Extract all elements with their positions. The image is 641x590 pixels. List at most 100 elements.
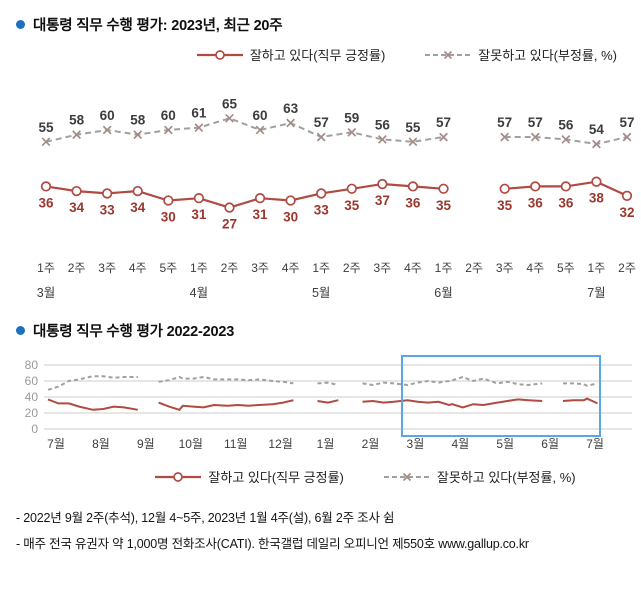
svg-text:2주: 2주 xyxy=(618,261,636,275)
svg-text:57: 57 xyxy=(436,115,451,130)
svg-text:57: 57 xyxy=(314,115,329,130)
svg-text:5월: 5월 xyxy=(312,286,330,300)
footnote-survey-breaks: - 2022년 9월 2주(추석), 12월 4~5주, 2023년 1월 4주… xyxy=(16,511,395,525)
svg-text:36: 36 xyxy=(38,195,54,210)
svg-text:5주: 5주 xyxy=(159,261,177,275)
svg-text:35: 35 xyxy=(344,198,360,213)
svg-text:1주: 1주 xyxy=(588,261,606,275)
yearly-trend-section: 대통령 직무 수행 평가 2022-2023 0 20 40 60 80 7월 8월 9월 10… xyxy=(0,320,641,486)
svg-text:57: 57 xyxy=(528,115,543,130)
chart2-title-row: 대통령 직무 수행 평가 2022-2023 xyxy=(0,320,641,341)
svg-text:56: 56 xyxy=(558,117,574,132)
legend-item-negative: 잘못하고 있다(부정률, %) xyxy=(383,467,576,486)
legend-item-positive: 잘하고 있다(직무 긍정률) xyxy=(196,45,386,64)
svg-text:1월: 1월 xyxy=(317,437,335,451)
svg-text:3주: 3주 xyxy=(251,261,269,275)
svg-text:34: 34 xyxy=(130,200,146,215)
svg-text:60: 60 xyxy=(100,108,115,123)
svg-text:36: 36 xyxy=(528,195,544,210)
svg-text:1주: 1주 xyxy=(190,261,208,275)
svg-text:5월: 5월 xyxy=(496,437,514,451)
svg-text:6월: 6월 xyxy=(434,286,452,300)
svg-text:57: 57 xyxy=(619,115,634,130)
svg-text:57: 57 xyxy=(497,115,512,130)
svg-text:31: 31 xyxy=(253,207,269,222)
svg-text:61: 61 xyxy=(191,106,207,121)
svg-text:2주: 2주 xyxy=(68,261,86,275)
svg-text:58: 58 xyxy=(130,113,146,128)
svg-text:6월: 6월 xyxy=(541,437,559,451)
svg-text:4월: 4월 xyxy=(190,286,208,300)
svg-text:55: 55 xyxy=(38,120,54,135)
svg-text:4주: 4주 xyxy=(404,261,422,275)
svg-text:5주: 5주 xyxy=(557,261,575,275)
svg-text:60: 60 xyxy=(25,374,39,388)
svg-text:38: 38 xyxy=(589,191,605,206)
svg-text:65: 65 xyxy=(222,96,238,111)
footnotes: - 2022년 9월 2주(추석), 12월 4~5주, 2023년 1월 4주… xyxy=(16,506,627,557)
svg-text:3주: 3주 xyxy=(98,261,116,275)
svg-text:2주: 2주 xyxy=(343,261,361,275)
svg-text:33: 33 xyxy=(314,202,330,217)
svg-text:54: 54 xyxy=(589,122,605,137)
svg-text:11월: 11월 xyxy=(224,437,248,451)
positive-line-swatch-icon xyxy=(196,48,243,62)
legend-label-positive: 잘하고 있다(직무 긍정률) xyxy=(249,48,386,63)
svg-text:55: 55 xyxy=(405,120,421,135)
chart1-title-row: 대통령 직무 수행 평가: 2023년, 최근 20주 xyxy=(0,14,641,35)
svg-text:4주: 4주 xyxy=(526,261,544,275)
legend-item-positive: 잘하고 있다(직무 긍정률) xyxy=(155,467,344,486)
recent-20-weeks-line-chart: 55 58 60 58 60 61 65 60 63 57 59 56 55 57 57 57 56 54 57 36… xyxy=(37,96,636,300)
svg-text:63: 63 xyxy=(283,101,299,116)
svg-text:58: 58 xyxy=(69,113,85,128)
svg-text:8월: 8월 xyxy=(92,437,110,451)
svg-text:2주: 2주 xyxy=(221,261,239,275)
svg-text:33: 33 xyxy=(100,202,116,217)
footnote-methodology: - 매주 전국 유권자 약 1,000명 전화조사(CATI). 한국갤럽 데일… xyxy=(16,536,529,551)
negative-line-swatch-icon xyxy=(383,470,430,484)
svg-text:1주: 1주 xyxy=(435,261,453,275)
svg-text:2월: 2월 xyxy=(362,437,380,451)
svg-text:31: 31 xyxy=(191,207,207,222)
legend-label-negative: 잘못하고 있다(부정률, %) xyxy=(436,470,576,485)
svg-text:35: 35 xyxy=(497,198,513,213)
svg-text:32: 32 xyxy=(619,205,634,220)
legend-label-negative: 잘못하고 있다(부정률, %) xyxy=(478,48,617,63)
trend-2022-2023-line-chart: 0 20 40 60 80 7월 8월 9월 10월 11월 12월 1월 2월 3월 4월 5월 6월 7월 xyxy=(25,355,632,451)
svg-text:60: 60 xyxy=(253,108,268,123)
svg-text:0: 0 xyxy=(31,422,38,436)
svg-text:3주: 3주 xyxy=(374,261,392,275)
recent-20-weeks-section: 대통령 직무 수행 평가: 2023년, 최근 20주 잘하고 있다(직무 긍정… xyxy=(0,14,641,304)
svg-text:35: 35 xyxy=(436,198,452,213)
section-bullet-icon xyxy=(16,326,25,335)
chart1-legend: 잘하고 있다(직무 긍정률) 잘못하고 있다(부정률, %) xyxy=(196,45,617,64)
gallup-poll-graphic: 대통령 직무 수행 평가: 2023년, 최근 20주 잘하고 있다(직무 긍정… xyxy=(0,14,641,557)
legend-item-negative: 잘못하고 있다(부정률, %) xyxy=(425,45,617,64)
svg-text:4주: 4주 xyxy=(282,261,300,275)
svg-text:56: 56 xyxy=(375,117,391,132)
svg-text:27: 27 xyxy=(222,217,237,232)
svg-text:40: 40 xyxy=(25,390,39,404)
svg-text:3월: 3월 xyxy=(37,286,55,300)
svg-text:3주: 3주 xyxy=(496,261,514,275)
legend-label-positive: 잘하고 있다(직무 긍정률) xyxy=(208,470,344,485)
svg-text:80: 80 xyxy=(25,358,39,372)
svg-text:30: 30 xyxy=(161,210,176,225)
svg-text:59: 59 xyxy=(344,110,359,125)
svg-text:1주: 1주 xyxy=(312,261,330,275)
svg-text:36: 36 xyxy=(405,195,421,210)
svg-text:4주: 4주 xyxy=(129,261,147,275)
svg-text:4월: 4월 xyxy=(451,437,469,451)
chart2-legend: 잘하고 있다(직무 긍정률) 잘못하고 있다(부정률, %) xyxy=(155,467,576,486)
section-bullet-icon xyxy=(16,20,25,29)
negative-line-swatch-icon xyxy=(425,48,472,62)
svg-text:12월: 12월 xyxy=(268,437,292,451)
svg-text:7월: 7월 xyxy=(586,437,604,451)
positive-line-swatch-icon xyxy=(155,470,202,484)
svg-text:7월: 7월 xyxy=(587,286,605,300)
chart1-title: 대통령 직무 수행 평가: 2023년, 최근 20주 xyxy=(33,18,283,34)
svg-text:20: 20 xyxy=(25,406,39,420)
svg-text:1주: 1주 xyxy=(37,261,55,275)
svg-text:2주: 2주 xyxy=(465,261,483,275)
svg-text:9월: 9월 xyxy=(137,437,155,451)
